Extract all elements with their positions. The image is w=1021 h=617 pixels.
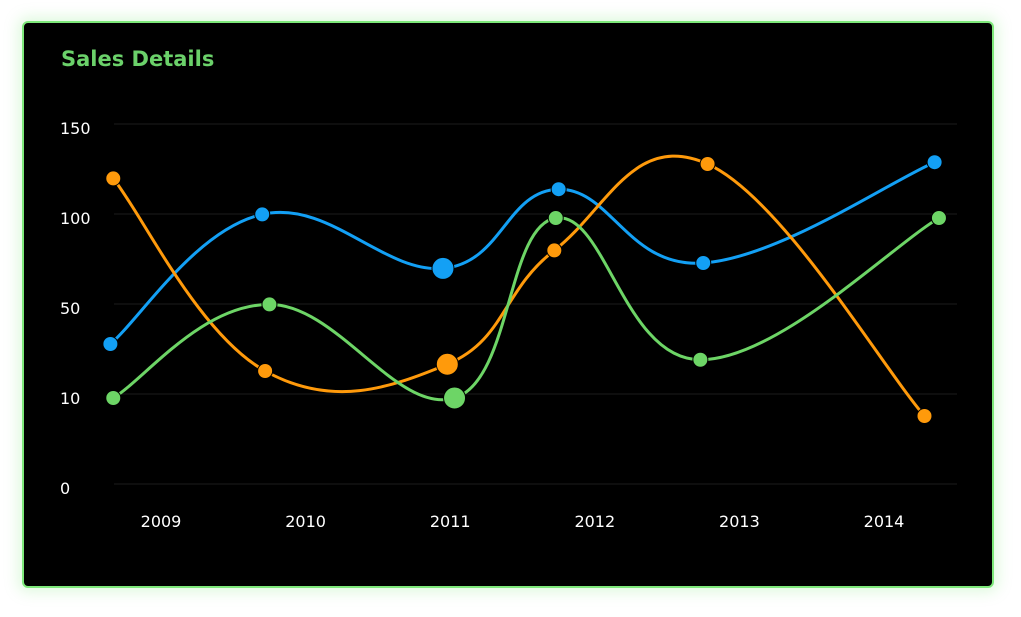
data-point[interactable] [435,352,459,376]
data-point[interactable] [547,210,564,226]
grid-lines [114,123,957,485]
x-tick-label: 2013 [719,512,760,531]
data-point[interactable] [546,242,563,259]
data-points [102,154,947,424]
data-point[interactable] [431,256,455,280]
chart-title: Sales Details [61,47,215,71]
data-point[interactable] [443,386,467,410]
data-point[interactable] [254,206,271,223]
data-point[interactable] [550,181,567,198]
data-point[interactable] [930,210,947,226]
y-tick-label: 10 [60,389,80,408]
data-point[interactable] [102,336,119,352]
series-line-2 [111,154,926,418]
series-lines [108,154,941,418]
data-point[interactable] [105,390,122,406]
y-tick-label: 50 [60,299,80,318]
data-point[interactable] [105,170,122,187]
data-point[interactable] [257,363,274,379]
data-point[interactable] [916,408,933,424]
x-tick-label: 2009 [141,512,182,531]
data-point[interactable] [699,156,716,172]
series-line-1 [108,160,937,346]
data-point[interactable] [261,296,278,313]
data-point[interactable] [926,154,943,171]
data-point[interactable] [695,255,712,271]
x-tick-label: 2010 [285,512,326,531]
x-tick-label: 2014 [864,512,905,531]
data-point[interactable] [692,351,709,368]
series-line-3 [111,216,941,402]
y-tick-label: 0 [60,479,70,498]
y-tick-label: 100 [60,209,91,228]
y-tick-label: 150 [60,119,91,138]
x-tick-label: 2012 [574,512,615,531]
x-tick-label: 2011 [430,512,471,531]
